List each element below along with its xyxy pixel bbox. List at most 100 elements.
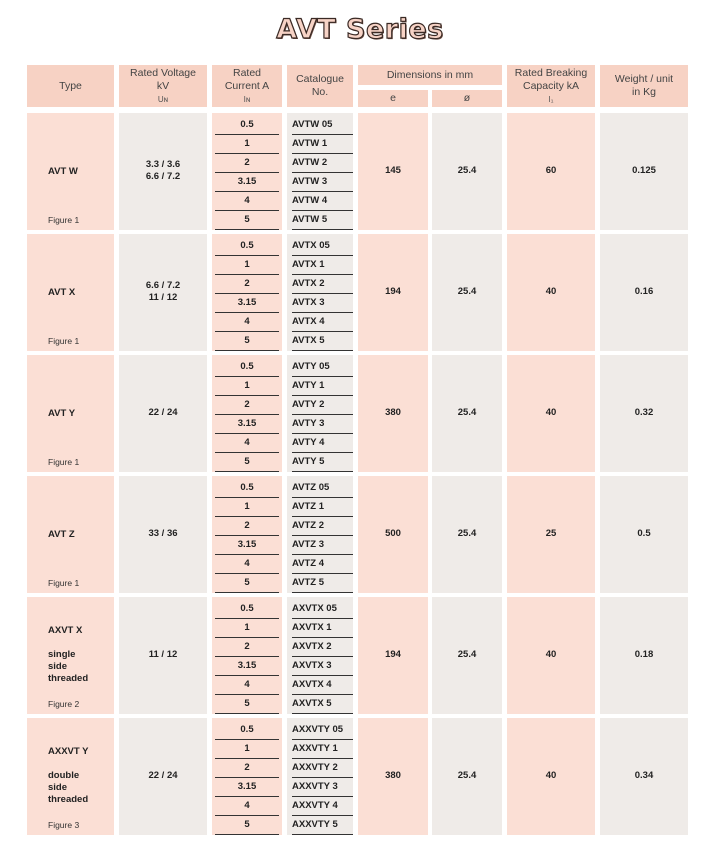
cell-bg-brk (507, 355, 595, 472)
breaking-capacity-value: 25 (545, 527, 557, 539)
dim-phi-value: 25.4 (457, 648, 477, 660)
weight-value: 0.16 (634, 285, 654, 297)
weight-value: 0.32 (634, 406, 654, 418)
type-name-line: AVT Z (48, 529, 75, 540)
cell-bg-volt (119, 113, 207, 230)
cell-bg-e (358, 597, 428, 714)
figure-label: Figure 1 (48, 215, 80, 225)
dim-phi-value: 25.4 (457, 527, 477, 539)
weight-value: 0.34 (634, 769, 654, 781)
figure-label: Figure 1 (48, 336, 80, 346)
dim-e-value: 380 (385, 769, 401, 781)
catalogue-number: AVTZ 2 (292, 517, 353, 536)
rated-current-value: 1 (215, 619, 279, 638)
rated-current-value: 5 (215, 695, 279, 714)
catalogue-number: AVTY 05 (292, 358, 353, 377)
cell-bg-wt (600, 113, 688, 230)
dim-e-value: 500 (385, 527, 401, 539)
cell-bg-type (27, 355, 114, 472)
header-voltage-symbol: Uɴ (157, 94, 169, 104)
cell-bg-brk (507, 113, 595, 230)
dim-phi-value: 25.4 (457, 406, 477, 418)
catalogue-number: AVTW 3 (292, 173, 353, 192)
weight-value: 0.5 (637, 527, 651, 539)
cell-bg-type (27, 718, 114, 835)
header-dim-phi-label: ø (463, 92, 471, 104)
header-type: Type (27, 65, 114, 107)
rated-current-value: 0.5 (215, 600, 279, 619)
catalogue-number: AVTZ 4 (292, 555, 353, 574)
rated-current-value: 2 (215, 154, 279, 173)
rated-current-value: 4 (215, 797, 279, 816)
catalogue-number: AVTW 2 (292, 154, 353, 173)
catalogue-number: AVTX 2 (292, 275, 353, 294)
rated-current-value: 1 (215, 135, 279, 154)
header-breaking: Rated Breaking Capacity kA I₁ (507, 65, 595, 107)
catalogue-number: AVTZ 1 (292, 498, 353, 517)
cell-bg-wt (600, 597, 688, 714)
cell-bg-phi (432, 234, 502, 351)
rated-current-value: 0.5 (215, 116, 279, 135)
header-type-label: Type (59, 79, 82, 92)
cell-bg-wt (600, 718, 688, 835)
header-catalogue-line2: No. (311, 86, 329, 98)
type-name-line: AVT X (48, 287, 76, 298)
dim-phi-value: 25.4 (457, 769, 477, 781)
figure-label: Figure 1 (48, 578, 80, 588)
cell-bg-e (358, 113, 428, 230)
cell-bg-brk (507, 597, 595, 714)
header-current-line1: Rated (232, 66, 262, 79)
page-title: AVT Series (276, 13, 444, 45)
dim-e-value: 194 (385, 648, 401, 660)
catalogue-number: AXVTX 5 (292, 695, 353, 714)
header-dimensions-label: Dimensions in mm (386, 68, 474, 81)
cell-bg-phi (432, 476, 502, 593)
weight-value: 0.18 (634, 648, 654, 660)
rated-current-value: 2 (215, 638, 279, 657)
type-name-line: threaded (48, 794, 89, 805)
voltage-value: 11 / 12 (148, 648, 178, 660)
rated-current-value: 4 (215, 434, 279, 453)
type-name-line: threaded (48, 673, 89, 684)
cell-bg-wt (600, 355, 688, 472)
rated-current-value: 4 (215, 192, 279, 211)
catalogue-number: AVTX 5 (292, 332, 353, 351)
catalogue-number: AXXVTY 3 (292, 778, 353, 797)
rated-current-value: 1 (215, 256, 279, 275)
header-current-symbol: Iɴ (243, 94, 251, 104)
header-breaking-symbol: I₁ (548, 94, 554, 104)
catalogue-number: AVTW 05 (292, 116, 353, 135)
catalogue-number: AVTZ 05 (292, 479, 353, 498)
cell-bg-type (27, 234, 114, 351)
type-name-line: double (48, 770, 80, 781)
cell-bg-volt (119, 476, 207, 593)
header-dimensions: Dimensions in mm (358, 65, 502, 85)
cell-bg-brk (507, 718, 595, 835)
catalogue-number: AVTY 3 (292, 415, 353, 434)
rated-current-value: 4 (215, 676, 279, 695)
voltage-value: 6.6 / 7.2 (145, 170, 181, 182)
catalogue-number: AVTZ 5 (292, 574, 353, 593)
dim-e-value: 380 (385, 406, 401, 418)
catalogue-number: AVTW 4 (292, 192, 353, 211)
rated-current-value: 1 (215, 498, 279, 517)
voltage-value: 33 / 36 (148, 527, 178, 539)
type-name-line: AXXVT Y (48, 746, 89, 757)
voltage-value: 11 / 12 (148, 291, 178, 303)
header-voltage: Rated Voltage kV Uɴ (119, 65, 207, 107)
catalogue-number: AVTY 2 (292, 396, 353, 415)
catalogue-number: AXVTX 4 (292, 676, 353, 695)
breaking-capacity-value: 60 (545, 164, 557, 176)
cell-bg-volt (119, 597, 207, 714)
catalogue-number: AXVTX 05 (292, 600, 353, 619)
header-current-line2: Current A (224, 79, 270, 92)
cell-bg-phi (432, 718, 502, 835)
rated-current-value: 2 (215, 759, 279, 778)
type-name-line: AXVT X (48, 625, 83, 636)
catalogue-number: AXXVTY 05 (292, 721, 353, 740)
rated-current-value: 3.15 (215, 657, 279, 676)
cell-bg-e (358, 476, 428, 593)
header-breaking-line2: Capacity kA (522, 79, 580, 92)
catalogue-number: AVTX 05 (292, 237, 353, 256)
cell-bg-e (358, 718, 428, 835)
